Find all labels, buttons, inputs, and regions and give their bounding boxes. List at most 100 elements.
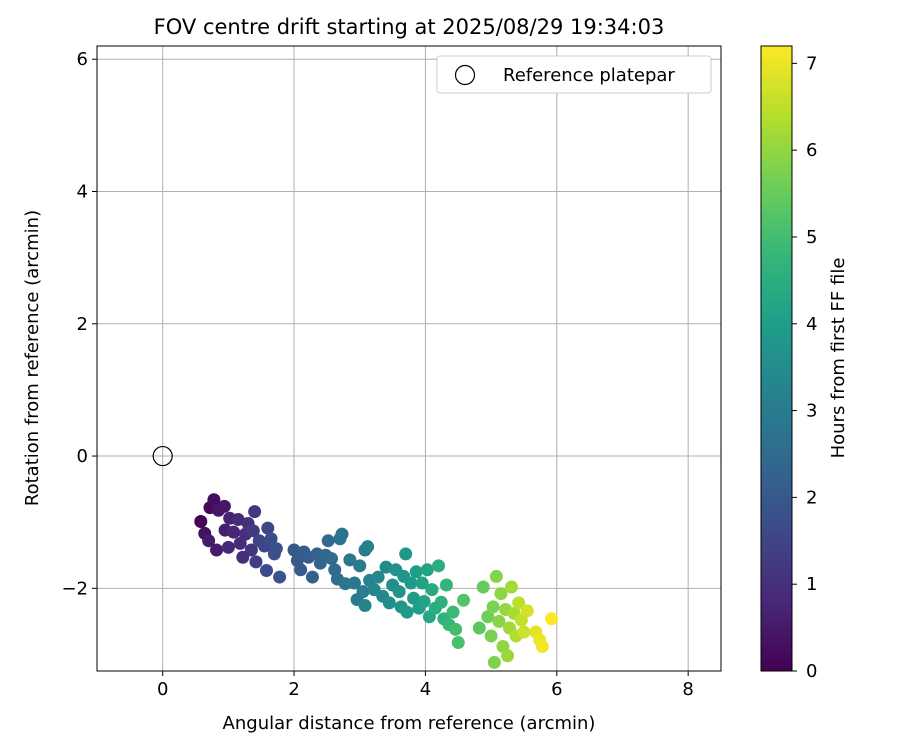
data-point [492, 614, 506, 628]
colorbar-label: Hours from first FF file [828, 258, 849, 459]
y-tick-label: 2 [77, 314, 88, 335]
y-tick-label: −2 [61, 578, 88, 599]
data-points [194, 493, 559, 669]
data-point [457, 593, 471, 607]
reference-point-marker [152, 445, 173, 467]
y-axis-ticks: −2 0 2 4 6 [61, 49, 97, 599]
legend: Reference platepar [436, 55, 712, 94]
data-point [415, 576, 429, 590]
data-point [353, 559, 367, 573]
data-point [343, 553, 357, 567]
data-point [494, 587, 508, 601]
data-point [361, 540, 375, 554]
y-axis-label: Rotation from reference (arcmin) [22, 210, 43, 506]
y-tick-label: 0 [77, 446, 88, 467]
data-point [356, 585, 370, 599]
data-point [432, 559, 446, 573]
colorbar-tick-label: 0 [806, 661, 817, 682]
data-point [501, 649, 515, 663]
x-tick-label: 6 [551, 679, 562, 700]
data-point [217, 499, 231, 513]
data-point [273, 570, 287, 584]
data-point [484, 629, 498, 643]
data-point [194, 515, 208, 529]
data-point [347, 576, 361, 590]
data-point [210, 543, 224, 557]
data-point [324, 552, 338, 566]
data-point [446, 605, 460, 619]
data-point [439, 578, 453, 592]
data-point [451, 636, 465, 650]
data-point [407, 591, 421, 605]
data-point [231, 513, 245, 527]
x-axis-ticks: 0 2 4 6 8 [157, 671, 694, 700]
data-point [472, 621, 486, 635]
data-point [269, 542, 283, 556]
data-point [417, 595, 431, 609]
colorbar-tick-label: 2 [806, 487, 817, 508]
colorbar-tick-label: 7 [806, 53, 817, 74]
data-point [514, 613, 528, 627]
data-point [261, 521, 275, 535]
data-point [486, 600, 500, 614]
x-tick-label: 8 [682, 679, 693, 700]
data-point [335, 527, 349, 541]
data-point [249, 555, 263, 569]
data-point [504, 580, 518, 594]
data-point [358, 599, 372, 613]
data-point [409, 565, 423, 579]
reference-marker [152, 445, 173, 467]
data-point [487, 655, 501, 669]
data-point [305, 570, 319, 584]
data-point [264, 532, 278, 546]
chart-title: FOV centre drift starting at 2025/08/29 … [154, 15, 665, 39]
data-point [476, 580, 490, 594]
x-tick-label: 0 [157, 679, 168, 700]
data-point [512, 596, 526, 610]
data-point [227, 525, 241, 539]
data-point [545, 612, 559, 626]
data-point [259, 563, 273, 577]
x-axis-label: Angular distance from reference (arcmin) [223, 713, 596, 734]
data-point [404, 576, 418, 590]
data-point [425, 583, 439, 597]
legend-label: Reference platepar [503, 65, 675, 86]
data-point [535, 640, 549, 654]
data-point [399, 547, 413, 561]
data-point [236, 550, 250, 564]
data-point [400, 605, 414, 619]
data-point [207, 493, 221, 507]
data-point [221, 540, 235, 554]
plot-frame [96, 45, 722, 672]
data-point [449, 622, 463, 636]
data-point [248, 505, 262, 519]
colorbar-tick-label: 5 [806, 227, 817, 248]
data-point [371, 570, 385, 584]
data-point [246, 524, 260, 538]
data-point [392, 585, 406, 599]
colorbar-tick-label: 6 [806, 140, 817, 161]
colorbar [760, 45, 793, 672]
legend-box [436, 55, 712, 94]
x-tick-label: 4 [420, 679, 431, 700]
data-point [517, 625, 531, 639]
data-point [489, 569, 503, 583]
data-point [420, 563, 434, 577]
data-point [434, 595, 448, 609]
colorbar-tick-label: 3 [806, 401, 817, 422]
colorbar-tick-label: 1 [806, 574, 817, 595]
data-point [321, 534, 335, 548]
data-point [202, 534, 216, 548]
colorbar-tick-label: 4 [806, 314, 817, 335]
data-point [481, 610, 495, 624]
colorbar-ticks: 0 1 2 3 4 5 6 7 [792, 53, 817, 682]
y-tick-label: 4 [77, 182, 88, 203]
data-point [294, 563, 308, 577]
data-point [379, 560, 393, 574]
y-tick-label: 6 [77, 49, 88, 70]
legend-marker-icon [454, 64, 476, 86]
data-point [287, 543, 301, 557]
data-point [244, 543, 258, 557]
data-point [382, 596, 396, 610]
